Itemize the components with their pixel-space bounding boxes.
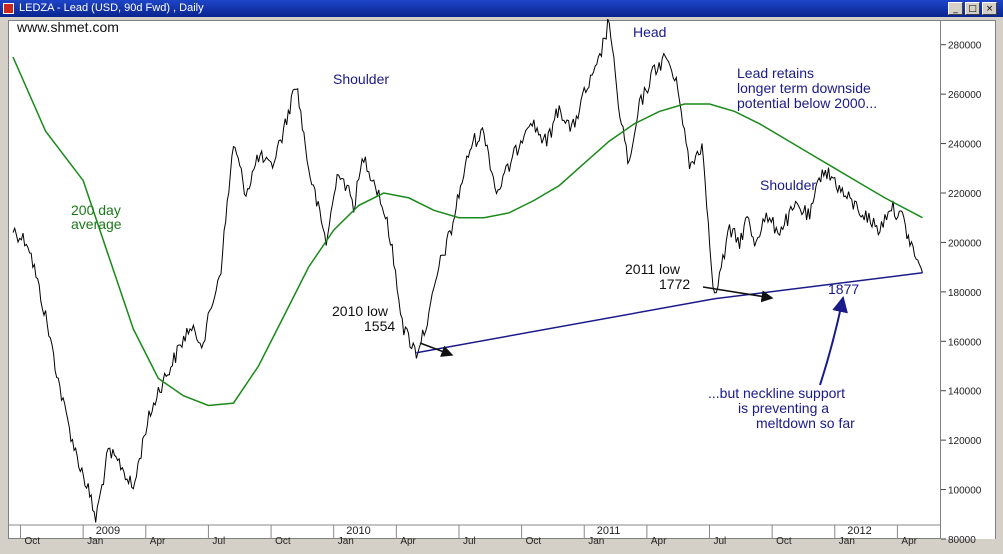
close-button[interactable]: × [982, 2, 997, 15]
arrow-neckline [819, 296, 848, 386]
y-tick-label: 80000 [948, 535, 976, 546]
arrow-2011-low [702, 286, 774, 303]
moving-average-line [12, 56, 923, 407]
plot-area [8, 20, 941, 539]
low2010-label-line2: 1554 [364, 318, 395, 334]
window-title: LEDZA - Lead (USD, 90d Fwd) , Daily [19, 2, 204, 14]
app-icon [3, 3, 14, 14]
price-axis-panel [941, 20, 996, 539]
arrow-2010-low [419, 342, 454, 357]
y-tick-label: 220000 [948, 189, 982, 200]
note1-line2: longer term downside [737, 80, 871, 96]
y-tick-label: 280000 [948, 41, 982, 52]
x-month-label: Oct [776, 536, 792, 547]
note2-line1: ...but neckline support [708, 385, 845, 401]
head-label: Head [633, 24, 666, 40]
price-series [12, 18, 923, 523]
maximize-button[interactable]: □ [965, 2, 980, 15]
note2-line2: is preventing a [738, 400, 829, 416]
low2010-label-line1: 2010 low [332, 303, 389, 319]
y-tick-label: 260000 [948, 90, 982, 101]
x-month-label: Jan [338, 536, 354, 547]
x-month-label: Jul [714, 536, 727, 547]
x-year-label: 2012 [847, 525, 871, 537]
y-tick-label: 200000 [948, 238, 982, 249]
y-tick-label: 100000 [948, 486, 982, 497]
neckline-line [416, 272, 923, 354]
y-tick-label: 120000 [948, 436, 982, 447]
left-shoulder-label: Shoulder [333, 71, 389, 87]
y-tick-label: 160000 [948, 337, 982, 348]
y-axis: 80000 100000 120000 140000 160000 180000 20000… [941, 41, 982, 546]
x-month-label: Jan [87, 536, 103, 547]
x-year-label: 2011 [597, 525, 621, 537]
x-month-label: Jan [588, 536, 604, 547]
x-month-label: Oct [526, 536, 542, 547]
note1-line3: potential below 2000... [737, 95, 877, 111]
x-month-label: Apr [400, 536, 416, 547]
x-month-label: Apr [901, 536, 917, 547]
y-tick-label: 180000 [948, 288, 982, 299]
x-month-label: Jan [839, 536, 855, 547]
moving-average-series [12, 56, 923, 407]
x-month-label: Apr [651, 536, 667, 547]
status-strip [0, 545, 1003, 554]
y-tick-label: 140000 [948, 387, 982, 398]
note2-line3: meltdown so far [756, 415, 855, 431]
neckline-series [416, 272, 923, 354]
neckline-value-label: 1877 [828, 281, 859, 297]
x-year-label: 2010 [346, 525, 370, 537]
x-month-label: Jul [212, 536, 225, 547]
right-shoulder-label: Shoulder [760, 177, 816, 193]
low2011-label-line2: 1772 [659, 276, 690, 292]
price-line [12, 18, 923, 523]
x-year-label: 2009 [96, 525, 120, 537]
window-controls: _ □ × [948, 2, 997, 15]
x-axis: Oct Jan Apr Jul Oct Jan Apr Jul Oct Jan Apr Jul Oct J… [8, 524, 940, 547]
window-titlebar: LEDZA - Lead (USD, 90d Fwd) , Daily _ □ … [0, 0, 1003, 17]
ma-label-line1: 200 day [71, 202, 121, 218]
minimize-button[interactable]: _ [948, 2, 963, 15]
y-tick-label: 240000 [948, 140, 982, 151]
ma-label-line2: average [71, 216, 122, 232]
note1-line1: Lead retains [737, 65, 814, 81]
low2011-label-line1: 2011 low [625, 261, 681, 277]
watermark: www.shmet.com [16, 19, 119, 35]
x-month-label: Jul [463, 536, 476, 547]
x-month-label: Apr [150, 536, 166, 547]
x-month-label: Oct [275, 536, 291, 547]
x-month-label: Oct [25, 536, 41, 547]
